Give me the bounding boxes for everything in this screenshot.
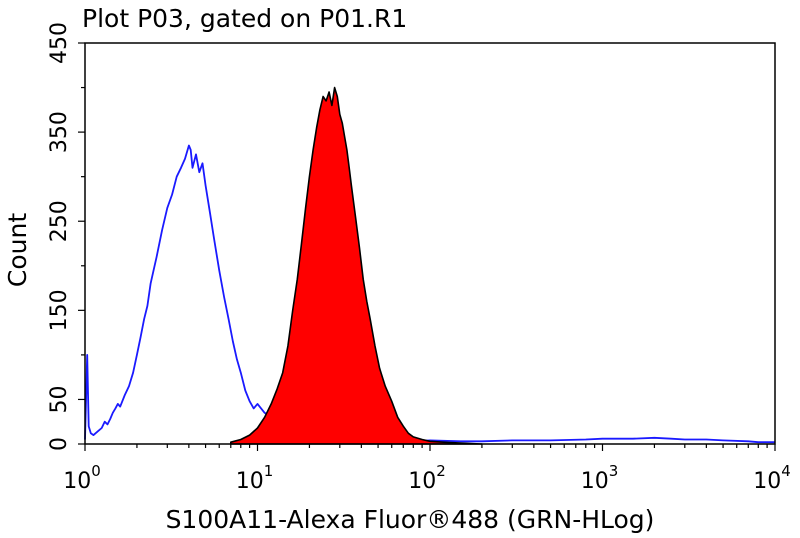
series-layer [84, 86, 775, 445]
y-tick-label: 350 [47, 111, 72, 153]
x-tick-label: 100 [63, 462, 101, 494]
x-tick-label: 104 [753, 462, 791, 494]
plot-area [84, 42, 776, 445]
x-tick-label: 103 [581, 462, 619, 494]
y-axis: 0 50 150 250 350 450 [47, 22, 85, 451]
x-tick-label: 102 [408, 462, 446, 494]
y-axis-label: Count [3, 213, 32, 287]
chart-title: Plot P03, gated on P01.R1 [82, 4, 407, 33]
x-axis: 100 101 102 103 104 [63, 444, 791, 494]
x-axis-label: S100A11-Alexa Fluor®488 (GRN-HLog) [166, 505, 655, 534]
x-tick-label: 101 [236, 462, 274, 494]
series-outline [84, 144, 775, 444]
plot-frame [84, 42, 776, 445]
y-tick-label: 450 [47, 22, 72, 64]
series-filled-area [230, 86, 483, 445]
y-tick-label: 50 [47, 385, 72, 413]
y-tick-label: 250 [47, 200, 72, 242]
y-tick-label: 150 [47, 289, 72, 331]
y-tick-label: 0 [47, 437, 72, 451]
